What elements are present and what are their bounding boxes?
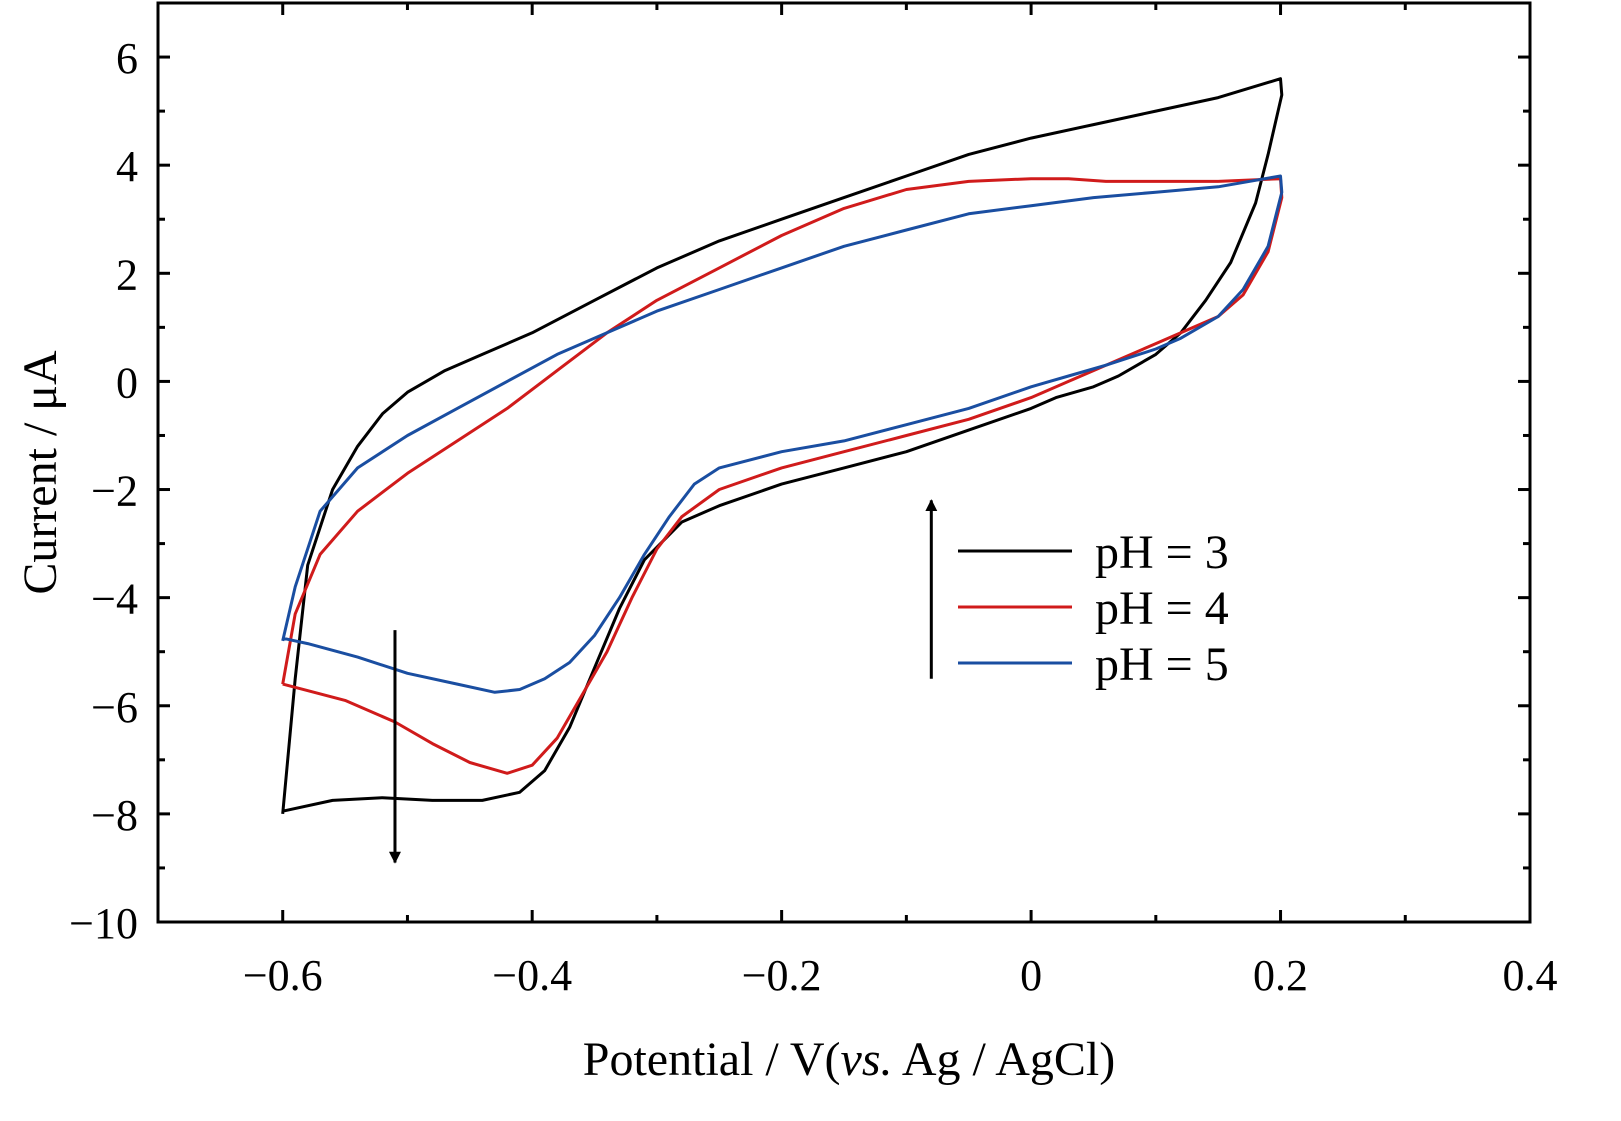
series-line-5-ph (281, 174, 1284, 694)
y-tick-label: 4 (116, 142, 138, 191)
legend-label: pH = 5 (1095, 638, 1229, 691)
x-tick-label: −0.6 (243, 951, 323, 1000)
x-axis-label-italic: vs. (841, 1033, 893, 1086)
legend-label: pH = 4 (1095, 582, 1229, 635)
y-tick-label: −6 (91, 683, 138, 732)
y-tick-label: 2 (116, 250, 138, 299)
y-tick-label: −8 (91, 791, 138, 840)
y-tick-label: 0 (116, 358, 138, 407)
plot-area-frame (156, 1, 1532, 924)
x-tick-label: 0 (1020, 951, 1042, 1000)
axis-ticks: −0.6 −0.4 −0.2 0 0.2 0.4 −10 −8 −6 −4 −2 0 2 4 6 (69, 3, 1558, 1000)
y-tick-label: −2 (91, 467, 138, 516)
x-axis-label-text-end: Ag / AgCl) (893, 1033, 1116, 1086)
x-tick-label: 0.2 (1253, 951, 1308, 1000)
x-axis-label: Potential / V(vs. Ag / AgCl) (583, 1033, 1115, 1086)
x-tick-label: −0.2 (742, 951, 822, 1000)
legend: pH = 3pH = 4pH = 5 (958, 526, 1229, 691)
series-line-4-ph (281, 177, 1284, 775)
series-line-3-ph (281, 77, 1284, 815)
legend-label: pH = 3 (1095, 526, 1229, 579)
series-layer (281, 77, 1284, 815)
y-tick-label: −4 (91, 575, 138, 624)
annotation-arrows (388, 499, 938, 864)
y-tick-label: 6 (116, 34, 138, 83)
y-axis-label: Current / μA (14, 350, 67, 595)
x-axis-label-text: Potential / V( (583, 1033, 841, 1086)
x-tick-label: 0.4 (1503, 951, 1558, 1000)
x-tick-label: −0.4 (492, 951, 572, 1000)
y-tick-label: −10 (69, 899, 138, 948)
